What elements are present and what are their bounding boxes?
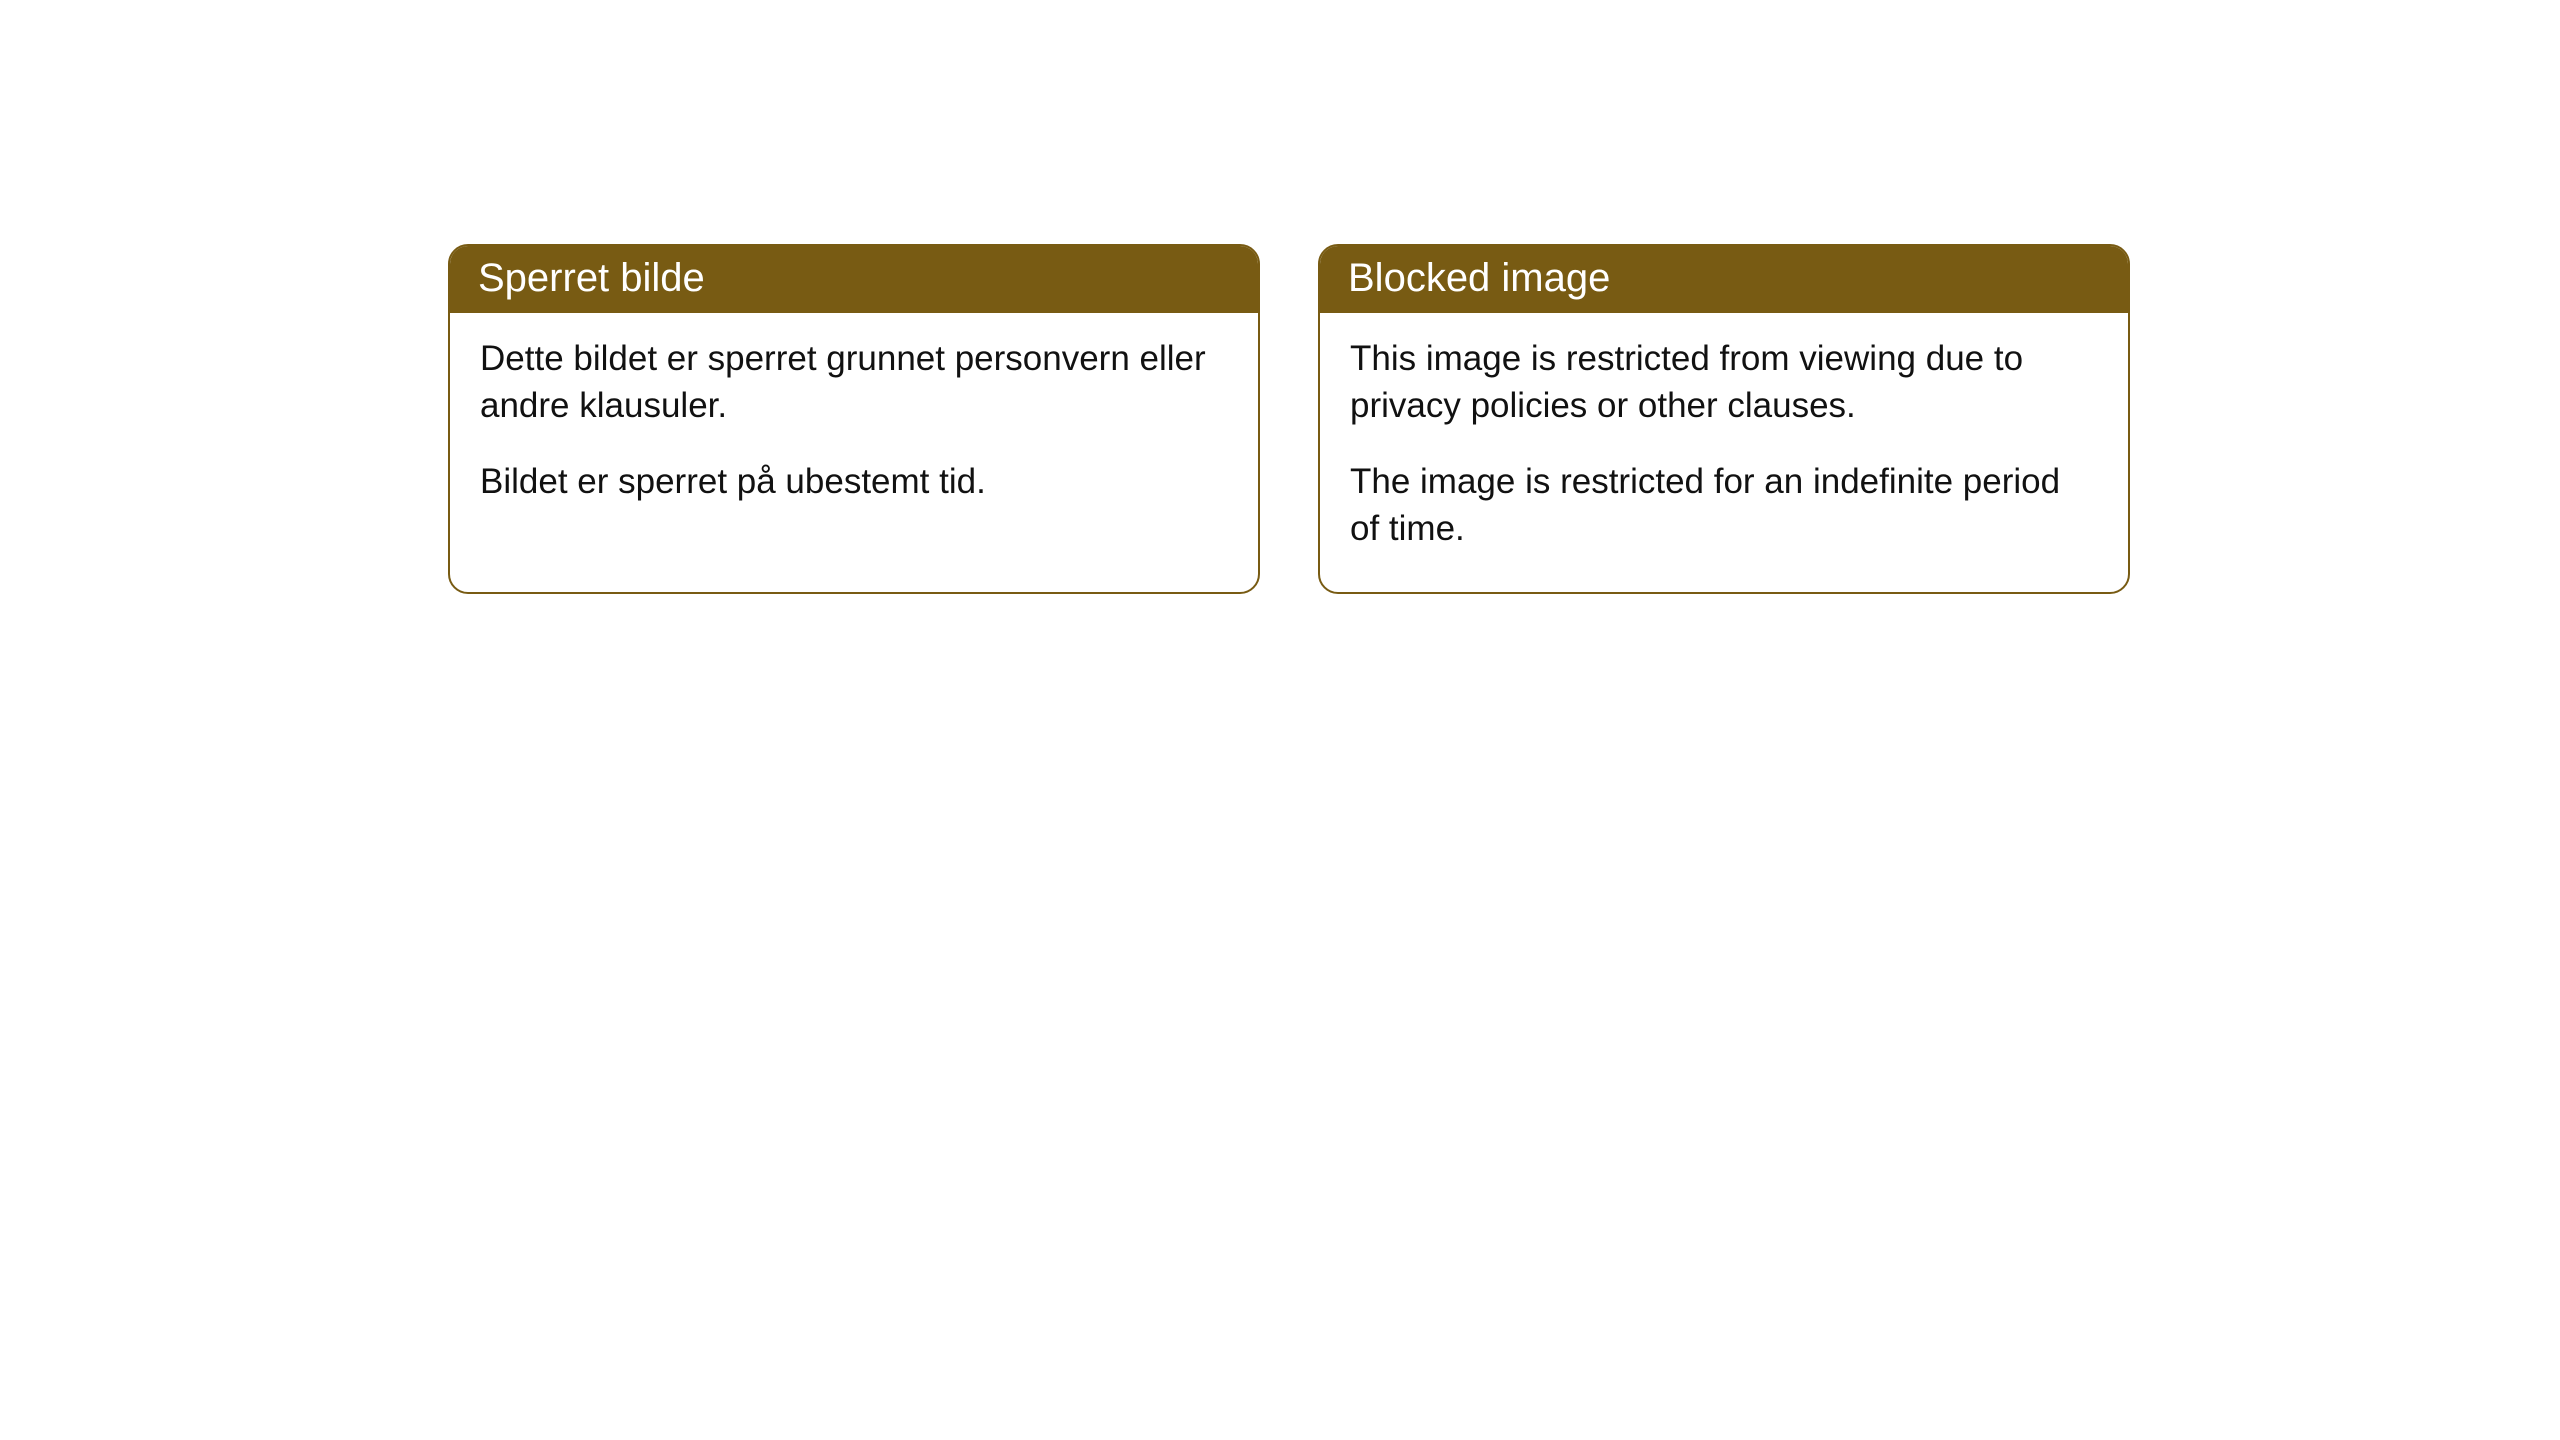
card-header-english: Blocked image <box>1320 246 2128 313</box>
card-title: Blocked image <box>1348 256 1610 300</box>
notice-card-english: Blocked image This image is restricted f… <box>1318 244 2130 594</box>
card-body-norwegian: Dette bildet er sperret grunnet personve… <box>450 313 1258 545</box>
card-paragraph: Bildet er sperret på ubestemt tid. <box>480 458 1228 505</box>
card-paragraph: This image is restricted from viewing du… <box>1350 335 2098 430</box>
card-body-english: This image is restricted from viewing du… <box>1320 313 2128 592</box>
notice-cards-container: Sperret bilde Dette bildet er sperret gr… <box>448 244 2130 594</box>
card-paragraph: Dette bildet er sperret grunnet personve… <box>480 335 1228 430</box>
card-header-norwegian: Sperret bilde <box>450 246 1258 313</box>
card-title: Sperret bilde <box>478 256 705 300</box>
card-paragraph: The image is restricted for an indefinit… <box>1350 458 2098 553</box>
notice-card-norwegian: Sperret bilde Dette bildet er sperret gr… <box>448 244 1260 594</box>
